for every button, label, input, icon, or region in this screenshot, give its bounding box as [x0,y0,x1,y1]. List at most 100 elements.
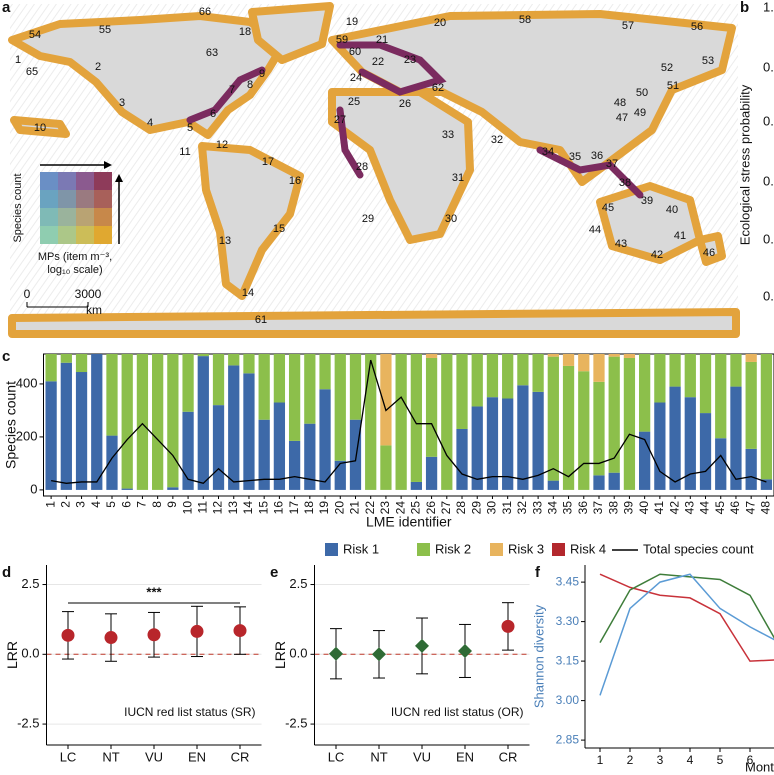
bar-segment [243,354,255,374]
region-label: 45 [602,202,614,214]
bar-segment [152,354,164,490]
bar-segment [562,354,575,366]
bar-segment [136,354,149,490]
y-tick-label: 2.5 [21,576,39,591]
region-label: 26 [399,98,411,110]
region-label: 61 [255,314,267,326]
bar-segment [349,354,362,420]
legend-swatch [325,543,338,556]
x-tick-label: 38 [606,501,620,515]
bar-segment [228,354,240,366]
x-tick-label: 36 [576,501,590,515]
x-tick-label: 4 [89,501,103,508]
bar-segment [608,472,620,490]
x-tick-label: 14 [241,501,255,515]
y-axis-label: LRR [272,641,288,669]
region-label: 21 [376,34,388,46]
x-tick-label: 32 [515,501,529,515]
region-label: 58 [519,14,531,26]
region-label: 14 [242,287,254,299]
bar-segment [608,356,620,473]
panel-label: e [270,564,278,581]
bar-segment [471,406,483,490]
bar-segment [745,361,757,449]
x-tick-label: 1 [43,501,57,508]
bar-segment [167,354,179,488]
region-label: 30 [445,213,457,225]
point [147,628,161,642]
bar-segment [639,431,651,490]
y-tick-label: 3.00 [556,693,580,707]
region-label: 59 [336,34,348,46]
x-tick-label: 31 [500,501,514,515]
panel-label: d [2,564,11,581]
x-tick-label: 6 [747,753,754,767]
y-tick-label: 3.30 [556,614,580,628]
bar-segment [258,354,270,420]
bar-segment [45,381,57,490]
region-label: 56 [691,21,703,33]
region-label: 32 [491,134,503,146]
bar-segment [502,354,514,399]
bar-segment [167,487,179,490]
region-label: 22 [372,56,384,68]
region-label: 50 [636,87,648,99]
bar-segment [654,402,666,490]
bar-segment [212,405,225,490]
high-risk-coast [186,41,644,199]
y-axis-label: Species count [3,381,19,469]
point [233,624,247,638]
lines [599,573,774,696]
x-tick-label: 22 [363,501,377,515]
bar-segment [273,402,286,490]
region-label: 36 [591,150,603,162]
x-tick-label: 5 [717,753,724,767]
bar-segment [547,480,559,490]
region-label: 53 [702,55,714,67]
x-tick-label: CR [499,749,518,764]
panel-label: a [2,0,11,16]
y-tick-label: -2.5 [285,716,307,731]
region-label: 8 [247,79,253,91]
region-label: 20 [434,17,446,29]
bar-segment [75,372,88,490]
x-tick-label: 24 [393,501,407,515]
x-tick-label: 23 [378,501,392,515]
region-label: 43 [615,238,627,250]
bar-segment [684,354,696,398]
region-label: 44 [589,224,601,236]
x-tick-label: 6 [119,501,133,508]
region-label: 41 [674,230,686,242]
bar-segment [121,354,133,489]
y-tick-label: 0. [763,113,774,128]
scale-unit: km [86,303,102,317]
bar-segment [456,428,468,490]
bar-segment [91,354,103,490]
region-label: 60 [349,46,361,58]
y-tick-label: 0 [30,481,37,496]
bar-segment [60,354,72,363]
bar-segment [365,354,377,490]
x-tick-label: 9 [165,501,179,508]
bar-segment [562,365,575,490]
region-label: 2 [95,61,101,73]
x-tick-label: 7 [135,501,149,508]
y-tick-label: 0. [763,59,774,74]
legend-swatch [417,543,430,556]
bar-segment [593,475,605,490]
x-tick-label: 2 [627,753,634,767]
x-axis-label: Mont [745,759,774,774]
x-tick-label: 47 [743,501,757,515]
x-tick-label: 28 [454,501,468,515]
y-tick-label: 400 [16,375,38,390]
legend-swatch [490,543,503,556]
x-tick-label: 2 [59,501,73,508]
y-tick-label: 0. [763,231,774,246]
region-label: 12 [216,139,228,151]
x-tick-label: 16 [272,501,286,515]
x-tick-label: 3 [74,501,88,508]
panel-label: b [740,0,749,16]
x-tick-label: 48 [759,501,773,515]
region-label: 31 [452,172,464,184]
bar-segment [319,354,331,390]
